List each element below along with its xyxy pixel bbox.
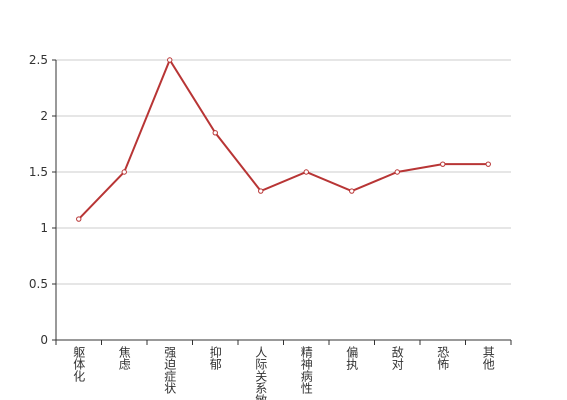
point: [76, 216, 82, 222]
x-tick-label: 恐怖: [436, 346, 450, 370]
y-tick-label: 1: [40, 221, 48, 235]
x-tick-label: 躯体化: [72, 345, 86, 383]
x-tick-label: 敌对: [390, 345, 404, 370]
x-tick-label: 偏执: [345, 345, 359, 371]
point: [394, 169, 400, 175]
y-tick-label: 1.5: [29, 165, 48, 179]
x-tick-label: 抑郁: [208, 345, 222, 371]
point: [121, 169, 127, 175]
y-tick-label: 0: [40, 333, 48, 347]
x-tick-label: 人际关系敏感: [254, 346, 268, 400]
y-tick-label: 0.5: [29, 277, 48, 291]
y-tick-label: 2.5: [29, 53, 48, 67]
point: [485, 161, 491, 167]
point: [303, 169, 309, 175]
line: [78, 57, 489, 220]
point: [440, 161, 446, 167]
point: [349, 188, 355, 194]
point: [258, 188, 264, 194]
point: [212, 130, 218, 136]
x-tick-label: 精神病性: [299, 346, 313, 395]
point: [167, 57, 173, 63]
y-tick-label: 2: [40, 109, 48, 123]
x-tick-label: 其他: [481, 346, 495, 370]
x-tick-label: 焦虑: [117, 346, 131, 370]
x-tick-label: 强迫症状: [163, 346, 177, 394]
